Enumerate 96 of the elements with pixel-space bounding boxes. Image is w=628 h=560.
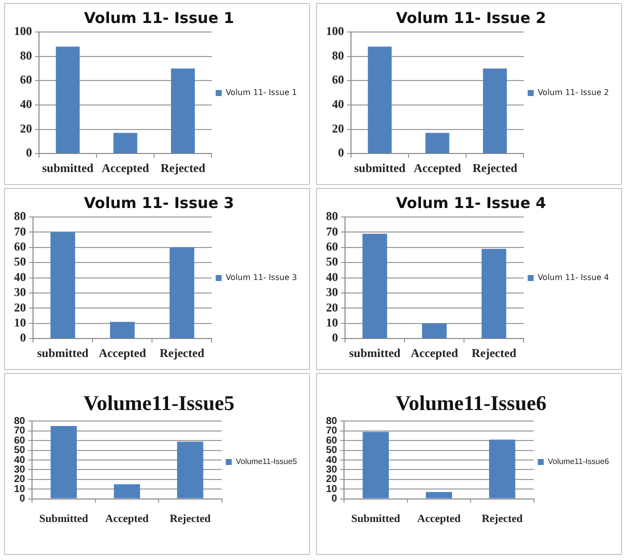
y-tick-label: 30 bbox=[326, 285, 338, 300]
y-tick-label: 50 bbox=[326, 254, 338, 269]
y-tick-label: 0 bbox=[332, 494, 338, 505]
y-tick-label: 80 bbox=[14, 209, 26, 224]
bar bbox=[110, 322, 135, 338]
x-tick-label: Rejected bbox=[170, 513, 211, 526]
bar bbox=[50, 426, 77, 498]
y-tick-label: 70 bbox=[14, 224, 26, 238]
y-tick-label: 40 bbox=[326, 454, 338, 466]
bar bbox=[56, 46, 80, 154]
bar bbox=[489, 440, 516, 498]
y-tick-label: 20 bbox=[332, 121, 344, 136]
y-tick-label: 80 bbox=[20, 48, 32, 62]
y-tick-label: 100 bbox=[14, 24, 32, 38]
y-tick-label: 20 bbox=[14, 300, 26, 314]
x-tick-label: Accepted bbox=[410, 346, 458, 360]
chart-title: Volum 11- Issue 2 bbox=[396, 8, 546, 27]
y-tick-label: 80 bbox=[14, 416, 26, 427]
chart-title: Volum 11- Issue 4 bbox=[396, 194, 546, 212]
y-tick-label: 50 bbox=[326, 445, 338, 456]
y-tick-label: 60 bbox=[14, 239, 26, 254]
y-tick-label: 0 bbox=[26, 146, 32, 160]
x-tick-label: submitted bbox=[354, 160, 406, 175]
y-tick-label: 40 bbox=[20, 97, 32, 112]
y-tick-label: 40 bbox=[326, 270, 338, 284]
x-tick-label: Rejected bbox=[160, 346, 205, 360]
legend-label: Volume11-Issue6 bbox=[548, 457, 610, 466]
bar bbox=[170, 68, 195, 154]
bar bbox=[113, 132, 138, 154]
x-tick-label: submitted bbox=[42, 160, 94, 175]
bar bbox=[368, 46, 392, 154]
bar bbox=[425, 132, 450, 154]
y-tick-label: 50 bbox=[14, 254, 26, 269]
y-tick-label: 40 bbox=[14, 270, 26, 284]
x-tick-label: Accepted bbox=[414, 160, 462, 175]
y-tick-label: 10 bbox=[326, 315, 338, 330]
chart-title: Volume11-Issue5 bbox=[84, 391, 234, 416]
y-tick-label: 70 bbox=[326, 224, 338, 238]
y-tick-label: 60 bbox=[326, 435, 338, 446]
y-tick-label: 60 bbox=[20, 72, 32, 87]
y-tick-label: 60 bbox=[14, 435, 26, 446]
y-tick-label: 80 bbox=[326, 416, 338, 427]
y-tick-label: 100 bbox=[326, 24, 344, 38]
y-tick-label: 30 bbox=[14, 464, 26, 476]
y-tick-label: 0 bbox=[332, 330, 338, 345]
y-tick-label: 0 bbox=[20, 494, 26, 505]
x-tick-label: Accepted bbox=[102, 160, 150, 175]
y-tick-label: 20 bbox=[20, 121, 32, 136]
bar bbox=[50, 232, 76, 338]
y-tick-label: 50 bbox=[14, 445, 26, 456]
y-tick-label: 20 bbox=[14, 474, 26, 486]
y-tick-label: 40 bbox=[332, 97, 344, 112]
y-tick-label: 10 bbox=[326, 484, 338, 495]
y-tick-label: 80 bbox=[332, 48, 344, 62]
bar bbox=[362, 234, 388, 338]
y-tick-label: 10 bbox=[14, 484, 26, 495]
legend-label: Volum 11- Issue 2 bbox=[538, 88, 610, 98]
x-tick-label: Accepted bbox=[98, 346, 146, 360]
x-tick-label: Rejected bbox=[482, 513, 523, 526]
y-tick-label: 70 bbox=[14, 426, 26, 437]
x-tick-label: submitted bbox=[37, 346, 89, 360]
x-tick-label: Submitted bbox=[39, 513, 88, 526]
y-tick-label: 20 bbox=[326, 474, 338, 486]
bar bbox=[177, 442, 204, 498]
bar bbox=[170, 247, 194, 338]
x-tick-label: Accepted bbox=[417, 513, 461, 526]
legend-label: Volum 11- Issue 3 bbox=[226, 273, 298, 282]
bar bbox=[482, 68, 507, 154]
legend-label: Volum 11- Issue 1 bbox=[226, 88, 298, 98]
x-tick-label: submitted bbox=[349, 346, 401, 360]
x-tick-label: Rejected bbox=[472, 346, 517, 360]
y-tick-label: 40 bbox=[14, 454, 26, 466]
bar bbox=[482, 248, 506, 338]
chart-title: Volum 11- Issue 1 bbox=[84, 8, 234, 27]
bar bbox=[114, 484, 140, 498]
y-tick-label: 60 bbox=[332, 72, 344, 87]
legend-label: Volume11-Issue5 bbox=[236, 457, 298, 466]
bar bbox=[426, 492, 452, 498]
x-tick-label: Accepted bbox=[105, 513, 149, 526]
y-tick-label: 0 bbox=[20, 330, 26, 345]
y-tick-label: 80 bbox=[326, 209, 338, 224]
x-tick-label: Rejected bbox=[472, 160, 518, 175]
y-tick-label: 0 bbox=[338, 146, 344, 160]
bar bbox=[422, 323, 447, 338]
y-tick-label: 30 bbox=[14, 285, 26, 300]
y-tick-label: 20 bbox=[326, 300, 338, 314]
y-tick-label: 30 bbox=[326, 464, 338, 476]
y-tick-label: 70 bbox=[326, 426, 338, 437]
y-tick-label: 60 bbox=[326, 239, 338, 254]
legend-label: Volum 11- Issue 4 bbox=[538, 273, 610, 282]
y-tick-label: 10 bbox=[14, 315, 26, 330]
chart-title: Volum 11- Issue 3 bbox=[84, 194, 234, 212]
x-tick-label: Rejected bbox=[160, 160, 206, 175]
chart-title: Volume11-Issue6 bbox=[396, 391, 546, 416]
bar bbox=[362, 432, 389, 498]
x-tick-label: Submitted bbox=[351, 513, 400, 526]
